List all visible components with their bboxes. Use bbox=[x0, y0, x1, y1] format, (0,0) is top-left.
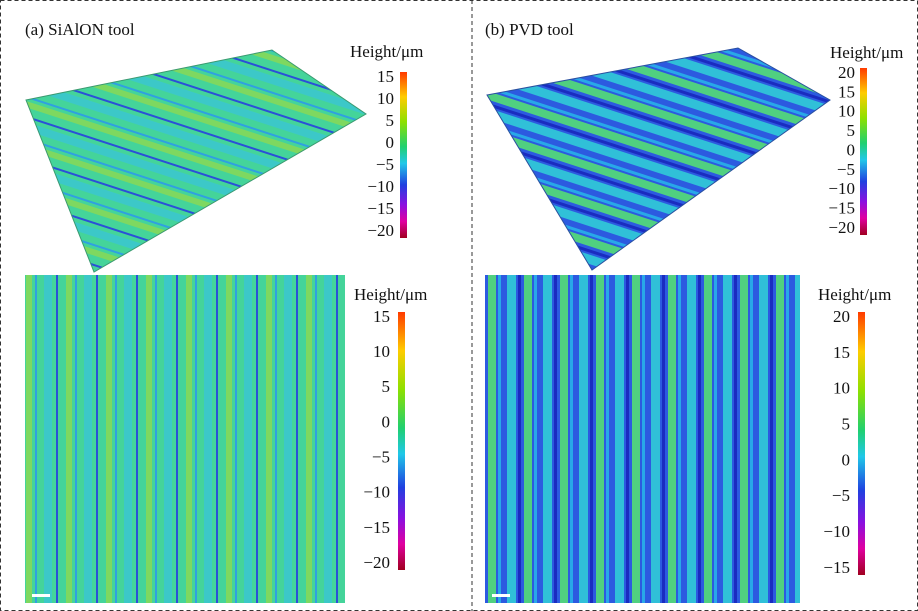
colorbar bbox=[860, 68, 867, 235]
colorbar-tick-label: 5 bbox=[386, 111, 395, 130]
colorbar-tick-label: −15 bbox=[367, 199, 394, 218]
colorbar-tick-label: 15 bbox=[833, 343, 850, 362]
colorbar-tick-label: −20 bbox=[828, 218, 855, 237]
colorbar bbox=[858, 312, 865, 575]
colorbar-tick-label: −20 bbox=[363, 553, 390, 572]
colorbar-tick-label: 0 bbox=[842, 450, 851, 469]
colorbar-label: Height/μm bbox=[350, 42, 423, 61]
colorbar-tick-label: −5 bbox=[372, 447, 390, 466]
colorbar-tick-label: 5 bbox=[847, 121, 856, 140]
colorbar-tick-label: 15 bbox=[838, 82, 855, 101]
colorbar-tick-label: −15 bbox=[823, 558, 850, 577]
colorbar-tick-label: −15 bbox=[363, 518, 390, 537]
colorbar-tick-label: 15 bbox=[377, 67, 394, 86]
colorbar-tick-label: 10 bbox=[833, 379, 850, 398]
colorbar-tick-label: 10 bbox=[377, 89, 394, 108]
colorbar-tick-label: −15 bbox=[828, 199, 855, 218]
colorbar-tick-label: 5 bbox=[382, 377, 391, 396]
colorbar-tick-label: 10 bbox=[373, 342, 390, 361]
colorbar-tick-label: 0 bbox=[386, 133, 395, 152]
colorbar-tick-label: −10 bbox=[823, 522, 850, 541]
colorbar-tick-label: −5 bbox=[832, 486, 850, 505]
panel-title: (b) PVD tool bbox=[485, 20, 574, 39]
colorbar-tick-label: 20 bbox=[838, 63, 855, 82]
colorbar-tick-label: 0 bbox=[847, 140, 856, 159]
colorbar-tick-label: 10 bbox=[838, 102, 855, 121]
colorbar-tick-label: 5 bbox=[842, 414, 851, 433]
colorbar bbox=[400, 72, 407, 238]
colorbar bbox=[398, 312, 405, 570]
colorbar-tick-label: −5 bbox=[837, 160, 855, 179]
colorbar-label: Height/μm bbox=[818, 285, 891, 304]
height-map bbox=[25, 275, 345, 603]
colorbar-label: Height/μm bbox=[354, 285, 427, 304]
colorbar-tick-label: −10 bbox=[367, 177, 394, 196]
colorbar-tick-label: −20 bbox=[367, 221, 394, 240]
colorbar-tick-label: −5 bbox=[376, 155, 394, 174]
colorbar-tick-label: 20 bbox=[833, 307, 850, 326]
surface-3d bbox=[25, 49, 367, 273]
scale-bar bbox=[492, 594, 510, 597]
surface-3d bbox=[486, 47, 831, 271]
colorbar-tick-label: −10 bbox=[828, 179, 855, 198]
height-map bbox=[485, 275, 800, 603]
scale-bar bbox=[32, 594, 50, 597]
colorbar-label: Height/μm bbox=[830, 43, 903, 62]
colorbar-tick-label: −10 bbox=[363, 483, 390, 502]
colorbar-tick-label: 15 bbox=[373, 307, 390, 326]
colorbar-tick-label: 0 bbox=[382, 412, 391, 431]
panel-title: (a) SiAlON tool bbox=[25, 20, 135, 39]
